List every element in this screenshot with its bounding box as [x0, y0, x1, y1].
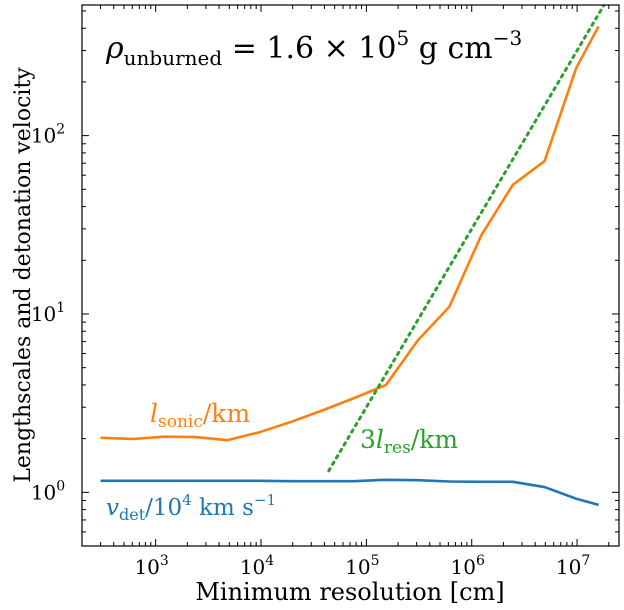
x-tick-label: 104: [240, 553, 274, 579]
x-tick-label: 106: [451, 553, 485, 579]
series-layer: [100, 5, 606, 507]
x-tick-label: 105: [345, 553, 379, 579]
series-line-sonic: [100, 25, 600, 442]
y-axis-label: Lengthscales and detonation velocity: [11, 67, 36, 483]
plot-area: [81, 4, 620, 547]
x-tick-labels: 103 104 105 106 107: [134, 553, 590, 579]
series-line-res: [327, 5, 606, 473]
series-label-l-res: 3lres/km: [360, 425, 458, 458]
density-annotation: ρunburned = 1.6 × 105 g cm−3: [105, 26, 522, 70]
series-label-v-det: vdet/104 km s−1: [106, 491, 276, 524]
x-axis-label: Minimum resolution [cm]: [195, 578, 504, 606]
series-line-det: [100, 478, 599, 507]
x-tick-label: 107: [556, 553, 590, 579]
y-tick-label: 101: [31, 300, 65, 326]
series-label-l-sonic: lsonic/km: [150, 399, 250, 432]
y-tick-label: 102: [31, 122, 65, 148]
y-tick-labels: 100 101 102: [31, 122, 65, 505]
plot-frame: [81, 4, 620, 547]
ticks-layer: [81, 5, 619, 547]
x-tick-label: 103: [134, 553, 168, 579]
y-tick-label: 100: [31, 478, 65, 504]
